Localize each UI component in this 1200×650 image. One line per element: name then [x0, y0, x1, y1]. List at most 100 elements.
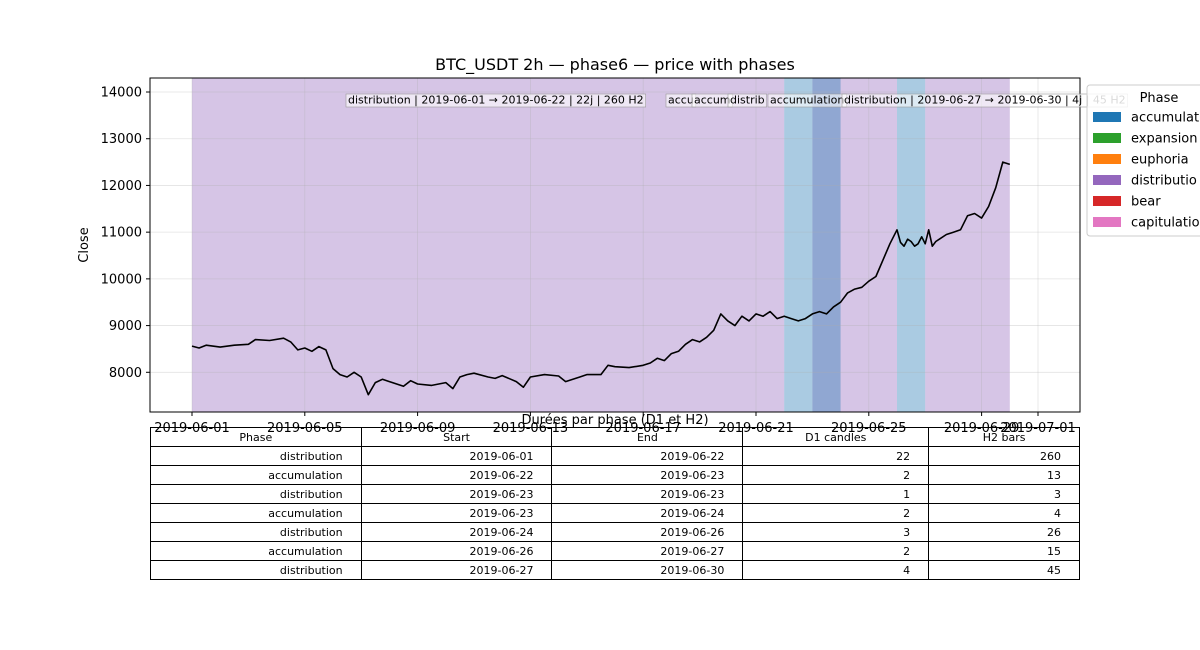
legend: Phase accumulati expansion euphoria distribu… [1086, 84, 1200, 237]
cell-end: 2019-06-27 [551, 541, 744, 561]
price-line [191, 161, 1011, 396]
header-end: End [551, 427, 744, 447]
cell-end: 2019-06-26 [551, 522, 744, 542]
cell-phase: accumulation [150, 541, 362, 561]
table-row: accumulation 2019-06-26 2019-06-27 2 15 [150, 541, 1080, 561]
price-series [191, 161, 1011, 396]
phase-annotation: distrib [727, 93, 767, 108]
cell-d1: 2 [742, 541, 930, 561]
phase-band-distribution [840, 78, 897, 412]
y-tick-label: 9000 [109, 319, 142, 334]
phase-band-distribution [812, 78, 841, 412]
cell-phase: distribution [150, 484, 362, 504]
y-tick-label: 8000 [109, 366, 142, 381]
cell-start: 2019-06-01 [360, 446, 553, 466]
phase-band-accumulation [784, 78, 813, 412]
cell-end: 2019-06-23 [551, 484, 744, 504]
phase-band-accumulation [897, 78, 926, 412]
y-axis-label: Close [77, 227, 92, 262]
phase-band-distribution [192, 78, 785, 412]
cell-start: 2019-06-23 [360, 484, 553, 504]
legend-entry: expansion [1131, 132, 1198, 147]
cell-h2: 45 [928, 560, 1080, 580]
cell-d1: 2 [742, 465, 930, 485]
legend-swatch [1093, 196, 1121, 206]
y-tick-label: 13000 [101, 132, 142, 147]
legend-swatch [1093, 133, 1121, 143]
phase-annotation: accum [691, 94, 733, 108]
phase-annotation: accu [665, 94, 697, 108]
cell-h2: 26 [928, 522, 1080, 542]
cell-phase: accumulation [150, 503, 362, 523]
phase-annotations: distribution | 2019-06-01 → 2019-06-22 |… [345, 93, 1128, 108]
y-tick-label: 10000 [101, 272, 142, 287]
grid-lines [150, 78, 1080, 412]
table-row: accumulation 2019-06-23 2019-06-24 2 4 [150, 503, 1080, 523]
phase-band-accumulation [812, 78, 841, 412]
phase-annotation: accumulation [767, 94, 847, 108]
table-row: distribution 2019-06-01 2019-06-22 22 26… [150, 446, 1080, 466]
legend-entry: capitulatio [1131, 216, 1200, 231]
cell-h2: 260 [928, 446, 1080, 466]
plot-area-frame [149, 77, 1081, 413]
annotation-text: distrib [730, 94, 765, 107]
y-tick-label: 12000 [101, 179, 142, 194]
legend-entry: bear [1131, 195, 1161, 210]
phase-annotation: distribution | 2019-06-27 → 2019-06-30 |… [841, 94, 1128, 108]
annotation-text: accu [668, 94, 694, 107]
table-header-row: Phase Start End D1 candles H2 bars [150, 427, 1080, 447]
legend-swatch [1093, 112, 1121, 122]
cell-start: 2019-06-27 [360, 560, 553, 580]
cell-d1: 1 [742, 484, 930, 504]
cell-d1: 4 [742, 560, 930, 580]
cell-phase: distribution [150, 446, 362, 466]
cell-start: 2019-06-26 [360, 541, 553, 561]
legend-entry: euphoria [1131, 153, 1189, 168]
cell-d1: 22 [742, 446, 930, 466]
annotation-text: accumulation [770, 94, 844, 107]
cell-end: 2019-06-23 [551, 465, 744, 485]
annotation-box [727, 93, 767, 108]
y-axis-ticks: 8000 9000 10000 11000 12000 13000 14000 [101, 86, 150, 381]
header-h2-bars: H2 bars [928, 427, 1080, 447]
cell-d1: 3 [742, 522, 930, 542]
annotation-box [345, 93, 646, 108]
cell-h2: 3 [928, 484, 1080, 504]
header-phase: Phase [150, 427, 362, 447]
cell-d1: 2 [742, 503, 930, 523]
phase-band-distribution [925, 78, 1010, 412]
legend-title: Phase [1140, 91, 1179, 106]
annotation-text: accum [694, 94, 731, 107]
cell-h2: 4 [928, 503, 1080, 523]
cell-phase: distribution [150, 560, 362, 580]
cell-start: 2019-06-24 [360, 522, 553, 542]
table-row: distribution 2019-06-24 2019-06-26 3 26 [150, 522, 1080, 542]
cell-end: 2019-06-24 [551, 503, 744, 523]
header-d1-candles: D1 candles [742, 427, 930, 447]
annotation-text: distribution | 2019-06-01 → 2019-06-22 |… [348, 94, 644, 107]
legend-swatch [1093, 175, 1121, 185]
cell-start: 2019-06-22 [360, 465, 553, 485]
legend-swatch [1093, 217, 1121, 227]
cell-phase: distribution [150, 522, 362, 542]
cell-start: 2019-06-23 [360, 503, 553, 523]
annotation-text: distribution | 2019-06-27 → 2019-06-30 |… [844, 94, 1126, 107]
y-tick-label: 11000 [101, 226, 142, 241]
table-caption: Durées par phase (D1 et H2) [521, 413, 709, 428]
table-row: accumulation 2019-06-22 2019-06-23 2 13 [150, 465, 1080, 485]
y-tick-label: 14000 [101, 86, 142, 101]
legend-entry: accumulati [1131, 111, 1200, 126]
cell-end: 2019-06-22 [551, 446, 744, 466]
cell-h2: 15 [928, 541, 1080, 561]
chart-title: BTC_USDT 2h — phase6 — price with phases [435, 55, 795, 75]
phase-annotation: distribution | 2019-06-01 → 2019-06-22 |… [345, 93, 646, 108]
cell-phase: accumulation [150, 465, 362, 485]
phase-bands [192, 78, 1010, 412]
cell-end: 2019-06-30 [551, 560, 744, 580]
legend-swatch [1093, 154, 1121, 164]
phase-duration-table: Phase Start End D1 candles H2 bars distr… [150, 427, 1080, 580]
table-row: distribution 2019-06-27 2019-06-30 4 45 [150, 560, 1080, 580]
legend-entry: distributio [1131, 174, 1197, 189]
cell-h2: 13 [928, 465, 1080, 485]
